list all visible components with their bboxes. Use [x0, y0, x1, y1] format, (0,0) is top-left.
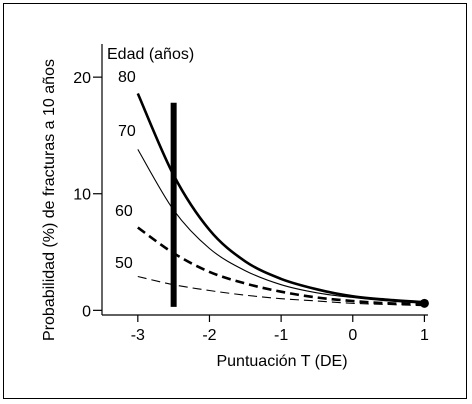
series-line-60: [137, 226, 425, 306]
x-tick-label: 0: [348, 327, 357, 344]
y-tick-label: 20: [73, 70, 91, 87]
x-axis-label: Puntuación T (DE): [216, 353, 347, 370]
series-line-80: [136, 92, 425, 304]
x-tick-label: -2: [202, 327, 216, 344]
series-line-70: [137, 149, 425, 304]
y-tick-label: 0: [82, 303, 91, 320]
legend-title: Edad (años): [107, 46, 194, 63]
series-label-80: 80: [118, 69, 136, 86]
y-axis-label: Probabilidad (%) de fracturas a 10 años: [41, 59, 58, 341]
series-label-50: 50: [115, 255, 133, 272]
y-tick-label: 10: [73, 187, 91, 204]
series-label-60: 60: [115, 203, 133, 220]
series-curves: 80 70 60 50: [115, 69, 425, 307]
x-tick-label: 1: [420, 327, 429, 344]
series-label-70: 70: [118, 123, 136, 140]
series-line-50: [137, 275, 425, 307]
chart-frame: [3, 3, 467, 399]
end-marker: [419, 298, 429, 308]
x-tick-label: -1: [274, 327, 288, 344]
reference-line-group: [170, 102, 429, 308]
x-tick-label: -3: [131, 327, 145, 344]
chart-labels: Edad (años) Puntuación T (DE) Probabilid…: [41, 46, 348, 370]
axes: 20 10 0 -3 -2 -1 0 1: [73, 44, 429, 344]
